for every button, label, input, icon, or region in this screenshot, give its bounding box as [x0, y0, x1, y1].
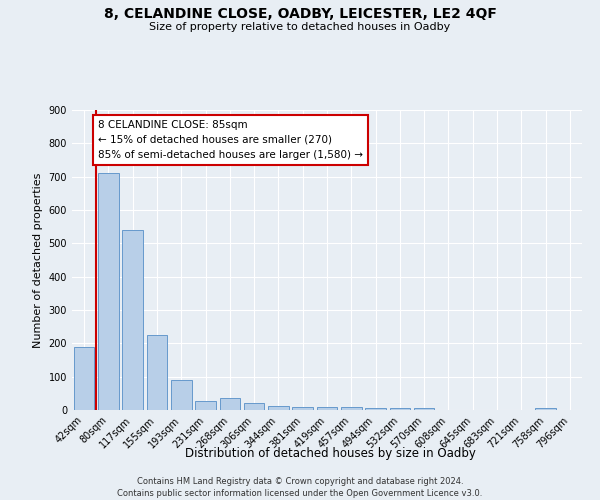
Bar	[389, 408, 410, 410]
Text: Contains HM Land Registry data © Crown copyright and database right 2024.: Contains HM Land Registry data © Crown c…	[137, 478, 463, 486]
Bar	[220, 398, 240, 410]
Bar	[341, 406, 362, 410]
Text: 8, CELANDINE CLOSE, OADBY, LEICESTER, LE2 4QF: 8, CELANDINE CLOSE, OADBY, LEICESTER, LE…	[104, 8, 496, 22]
Bar	[122, 230, 143, 410]
Bar	[268, 406, 289, 410]
Text: Size of property relative to detached houses in Oadby: Size of property relative to detached ho…	[149, 22, 451, 32]
Bar	[98, 174, 119, 410]
Bar	[171, 380, 191, 410]
Text: Contains public sector information licensed under the Open Government Licence v3: Contains public sector information licen…	[118, 489, 482, 498]
Bar	[74, 346, 94, 410]
Bar	[292, 406, 313, 410]
Bar	[317, 406, 337, 410]
Bar	[535, 408, 556, 410]
Text: Distribution of detached houses by size in Oadby: Distribution of detached houses by size …	[185, 448, 475, 460]
Bar	[244, 402, 265, 410]
Bar	[146, 335, 167, 410]
Bar	[414, 408, 434, 410]
Text: 8 CELANDINE CLOSE: 85sqm
← 15% of detached houses are smaller (270)
85% of semi-: 8 CELANDINE CLOSE: 85sqm ← 15% of detach…	[98, 120, 363, 160]
Bar	[195, 401, 216, 410]
Y-axis label: Number of detached properties: Number of detached properties	[33, 172, 43, 348]
Bar	[365, 408, 386, 410]
